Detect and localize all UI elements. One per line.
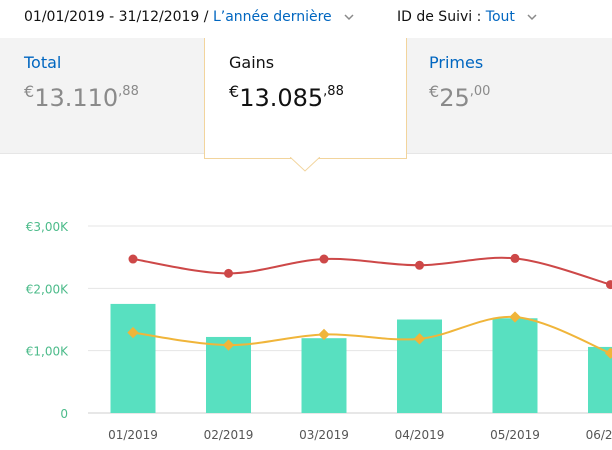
x-tick-label: 03/2019	[299, 428, 349, 442]
series-line-orange	[132, 315, 611, 355]
series-point-orange	[509, 311, 521, 323]
x-tick-label: 06/2019	[586, 428, 612, 442]
series-point-red	[510, 253, 520, 263]
series-point-orange	[413, 333, 426, 345]
tracking-id-dropdown[interactable]: Tout	[485, 9, 515, 25]
value-whole: 13.110	[34, 84, 119, 112]
tracking-id-label: ID de Suivi :	[397, 9, 482, 25]
series-point-orange	[222, 339, 235, 351]
tile-value: €13.085,88	[229, 82, 344, 112]
earnings-chart: 0 €1,00K €2,00K €3,00K 01/2019 02/2019 03/2019…	[26, 220, 612, 442]
chevron-down-icon[interactable]	[342, 12, 356, 22]
x-tick-label: 05/2019	[490, 428, 540, 442]
series-point-red	[319, 254, 329, 264]
bar	[110, 303, 156, 413]
tracking-id-filter[interactable]: ID de Suivi : Tout	[397, 9, 539, 25]
y-tick-label: 0	[60, 407, 68, 421]
tile-primes[interactable]: Primes €25,00	[405, 38, 612, 153]
chevron-down-icon[interactable]	[525, 12, 539, 22]
tile-total[interactable]: Total €13.110,88	[0, 38, 204, 153]
tile-label: Primes	[429, 53, 484, 72]
bar	[588, 346, 612, 413]
series-point-red	[415, 260, 424, 270]
x-tick-label: 04/2019	[395, 428, 445, 442]
tile-gains[interactable]: Gains €13.085,88	[204, 38, 407, 159]
value-whole: 25	[439, 84, 470, 112]
y-tick-label: €2,00K	[26, 282, 69, 296]
x-tick-label: 02/2019	[204, 428, 254, 442]
currency-symbol: €	[429, 82, 440, 101]
period-dropdown[interactable]: L’année dernière	[212, 9, 332, 25]
tile-value: €13.110,88	[24, 82, 139, 112]
bar	[492, 318, 538, 413]
y-tick-label: €3,00K	[26, 220, 69, 234]
series-point-red	[224, 268, 233, 278]
filter-bar: 01/01/2019 - 31/12/2019 / L’année derniè…	[0, 0, 612, 39]
series-point-red	[606, 280, 612, 290]
series-point-orange	[318, 328, 330, 341]
value-cents: ,00	[469, 84, 491, 99]
y-tick-label: €1,00K	[26, 345, 69, 359]
tile-label: Gains	[229, 53, 275, 72]
value-whole: 13.085	[239, 84, 324, 112]
tile-pointer	[290, 157, 320, 172]
currency-symbol: €	[24, 82, 35, 101]
tile-label: Total	[24, 53, 62, 72]
series-line-red	[132, 256, 611, 286]
series-point-orange	[127, 326, 139, 339]
currency-symbol: €	[229, 82, 240, 101]
x-tick-label: 01/2019	[108, 428, 158, 442]
summary-tiles: Total €13.110,88 Gains €13.085,88 Primes…	[0, 38, 612, 159]
value-cents: ,88	[323, 84, 344, 99]
series-point-red	[128, 254, 138, 264]
series-point-orange	[604, 347, 612, 359]
bar	[301, 338, 347, 413]
value-cents: ,88	[118, 84, 139, 99]
date-range-filter[interactable]: 01/01/2019 - 31/12/2019 / L’année derniè…	[24, 9, 356, 25]
tile-value: €25,00	[429, 82, 490, 112]
date-range-text: 01/01/2019 - 31/12/2019 /	[24, 9, 209, 25]
